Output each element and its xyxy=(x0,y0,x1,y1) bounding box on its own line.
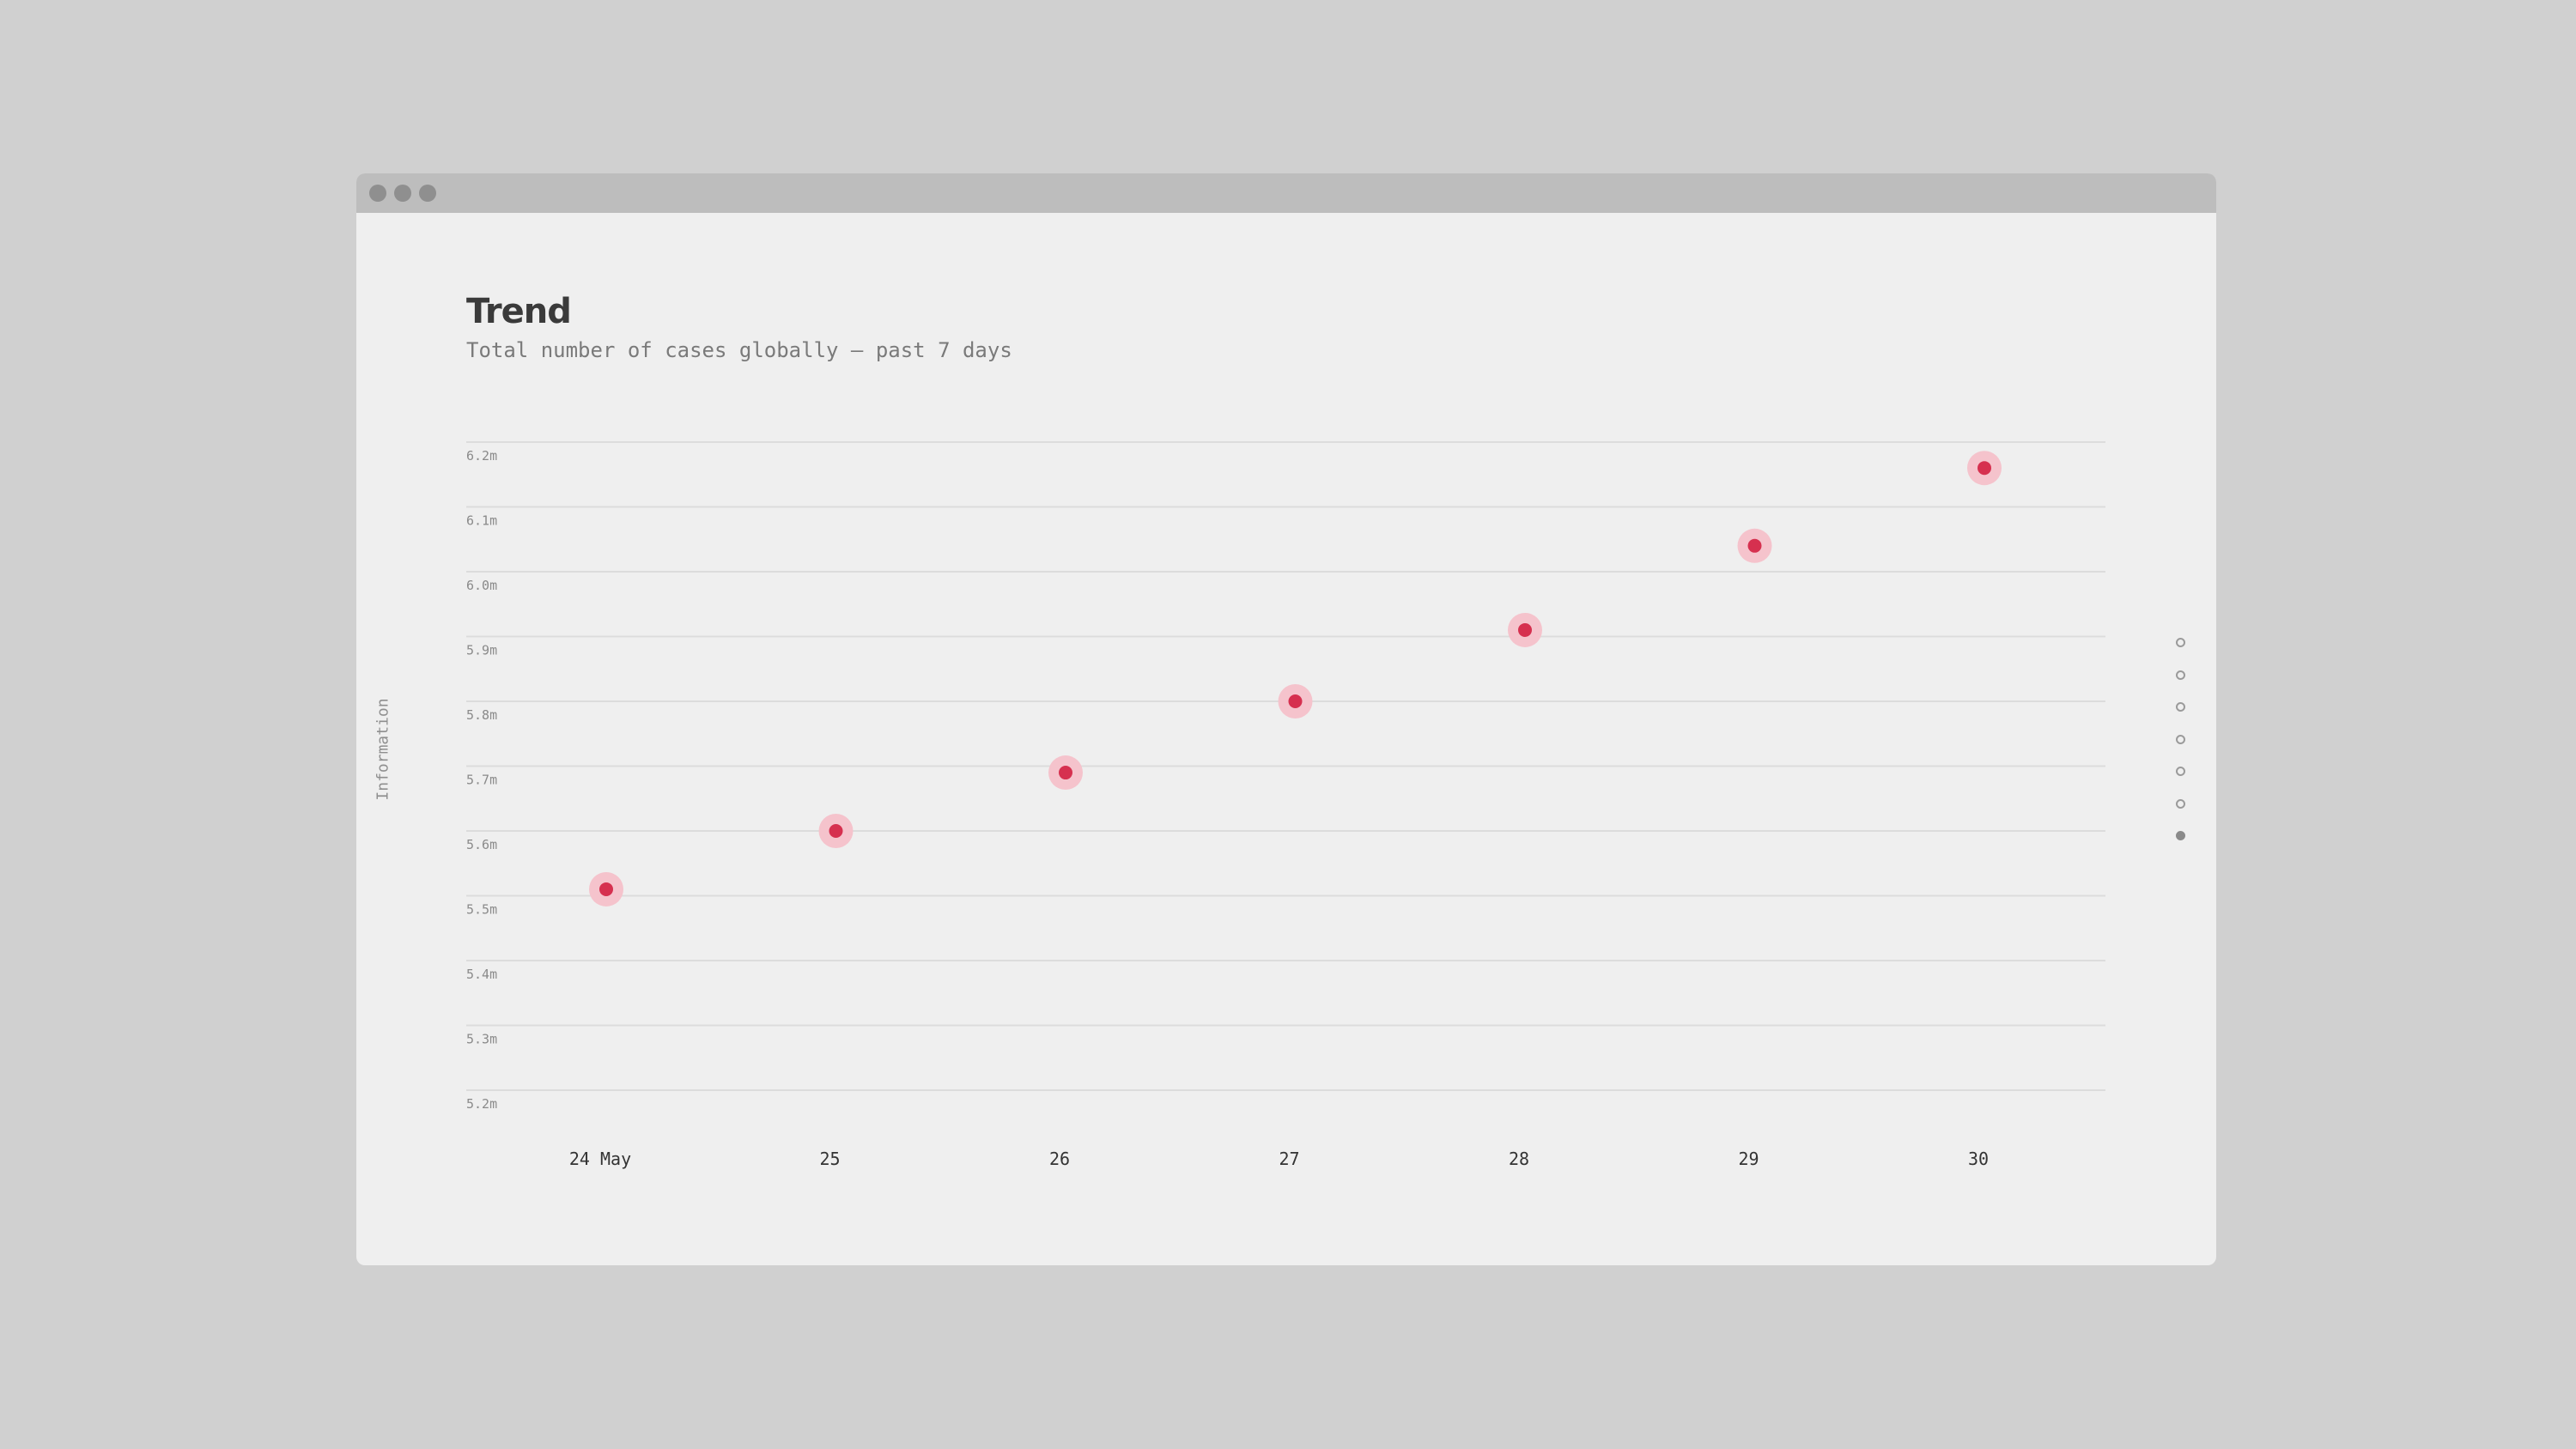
pager-dot[interactable] xyxy=(2176,767,2185,776)
x-tick-label: 30 xyxy=(1968,1149,1989,1169)
pager-dot[interactable] xyxy=(2176,702,2185,712)
data-point xyxy=(829,824,843,838)
y-tick-label: 5.9m xyxy=(466,643,497,658)
pager-dot[interactable] xyxy=(2176,670,2185,680)
data-point xyxy=(1978,461,1991,476)
y-tick-label: 5.3m xyxy=(466,1032,497,1047)
data-point xyxy=(1747,538,1762,553)
x-tick-label: 28 xyxy=(1509,1149,1529,1169)
data-point xyxy=(599,882,613,896)
x-tick-label: 27 xyxy=(1279,1149,1299,1169)
window-close-button[interactable] xyxy=(369,185,386,202)
pager-dot[interactable] xyxy=(2176,638,2185,647)
pager-dot[interactable] xyxy=(2176,831,2185,840)
x-tick-label: 26 xyxy=(1049,1149,1070,1169)
y-tick-label: 6.1m xyxy=(466,513,497,529)
y-tick-label: 5.6m xyxy=(466,837,497,852)
y-tick-label: 5.4m xyxy=(466,967,497,982)
y-tick-label: 5.7m xyxy=(466,773,497,788)
x-tick-label: 29 xyxy=(1738,1149,1759,1169)
pager-dot[interactable] xyxy=(2176,798,2185,809)
y-tick-label: 5.5m xyxy=(466,902,497,918)
section-pager xyxy=(2176,638,2190,864)
data-point xyxy=(1518,622,1532,637)
y-tick-label: 5.2m xyxy=(466,1096,497,1112)
window-maximize-button[interactable] xyxy=(419,185,436,202)
pager-dot[interactable] xyxy=(2176,734,2185,744)
x-tick-label: 24 May xyxy=(569,1149,631,1169)
chart-title: Trend xyxy=(466,292,572,331)
y-tick-label: 6.0m xyxy=(466,578,497,593)
y-tick-label: 5.8m xyxy=(466,707,497,723)
chart-subtitle: Total number of cases globally — past 7 … xyxy=(466,338,1012,362)
data-point xyxy=(1288,694,1303,708)
y-tick-label: 6.2m xyxy=(466,448,497,464)
window-titlebar xyxy=(356,173,2216,213)
x-tick-label: 25 xyxy=(819,1149,840,1169)
window-minimize-button[interactable] xyxy=(394,185,411,202)
app-window: Trend Total number of cases globally — p… xyxy=(356,173,2216,1265)
data-point xyxy=(1059,766,1072,780)
